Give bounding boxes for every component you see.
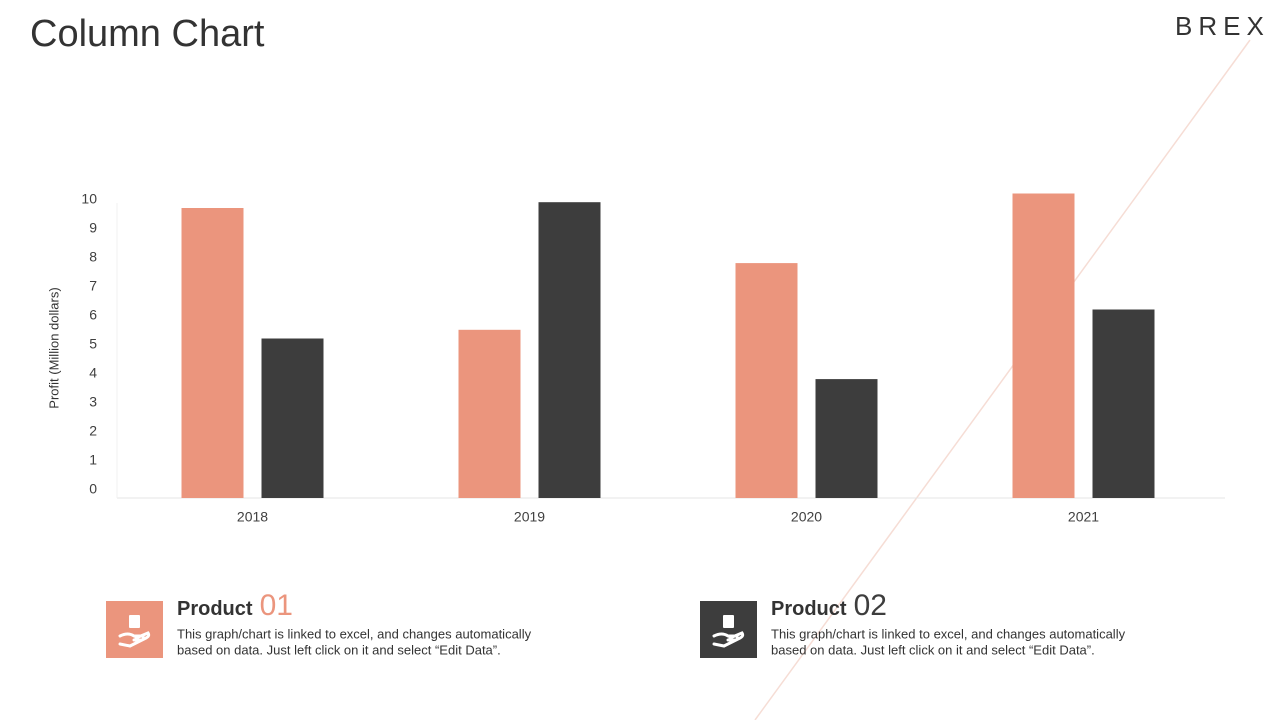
- bar: [1012, 193, 1075, 498]
- legend-text: This graph/chart is linked to excel, and…: [177, 626, 532, 641]
- bar: [1092, 309, 1155, 498]
- x-tick-label: 2018: [237, 509, 268, 525]
- bar: [261, 338, 324, 498]
- y-tick-label: 8: [89, 249, 97, 265]
- legend-title: Product 02: [771, 589, 887, 622]
- y-axis-label: Profit (Million dollars): [46, 287, 61, 408]
- legend-icon: [106, 601, 163, 658]
- x-tick-label: 2020: [791, 509, 822, 525]
- y-tick-label: 1: [89, 452, 97, 468]
- bar: [538, 202, 601, 498]
- legend-text: based on data. Just left click on it and…: [177, 642, 501, 657]
- y-tick-label: 2: [89, 423, 97, 439]
- legend-label: Product: [771, 598, 847, 620]
- y-tick-label: 4: [89, 365, 97, 381]
- y-tick-label: 9: [89, 220, 97, 236]
- legend-item: Product 01 This graph/chart is linked to e…: [106, 589, 532, 658]
- legend-title: Product 01: [177, 589, 293, 622]
- y-tick-label: 5: [89, 336, 97, 352]
- y-tick-label: 7: [89, 278, 97, 294]
- legend-icon: [700, 601, 757, 658]
- bar: [735, 263, 798, 498]
- hand-icon: [118, 631, 151, 648]
- y-tick-label: 6: [89, 307, 97, 323]
- y-tick-label: 0: [89, 481, 97, 497]
- bag-icon: [129, 615, 140, 628]
- logo: BREX: [1175, 11, 1270, 41]
- chart-title: Column Chart: [30, 13, 265, 55]
- bar: [181, 208, 244, 498]
- y-tick-label: 3: [89, 394, 97, 410]
- x-tick-label: 2019: [514, 509, 545, 525]
- legend-item: Product 02 This graph/chart is linked to e…: [700, 589, 1126, 658]
- hand-icon: [712, 631, 745, 648]
- y-tick-label: 10: [81, 191, 97, 207]
- decor-line: [754, 39, 1251, 720]
- bar: [458, 329, 521, 498]
- bar: [815, 379, 878, 498]
- legend-number: 01: [260, 589, 293, 622]
- legend-number: 02: [854, 589, 887, 622]
- x-tick-label: 2021: [1068, 509, 1099, 525]
- legend-label: Product: [177, 598, 253, 620]
- legend-text: This graph/chart is linked to excel, and…: [771, 626, 1126, 641]
- legend-text: based on data. Just left click on it and…: [771, 642, 1095, 657]
- bag-icon: [723, 615, 734, 628]
